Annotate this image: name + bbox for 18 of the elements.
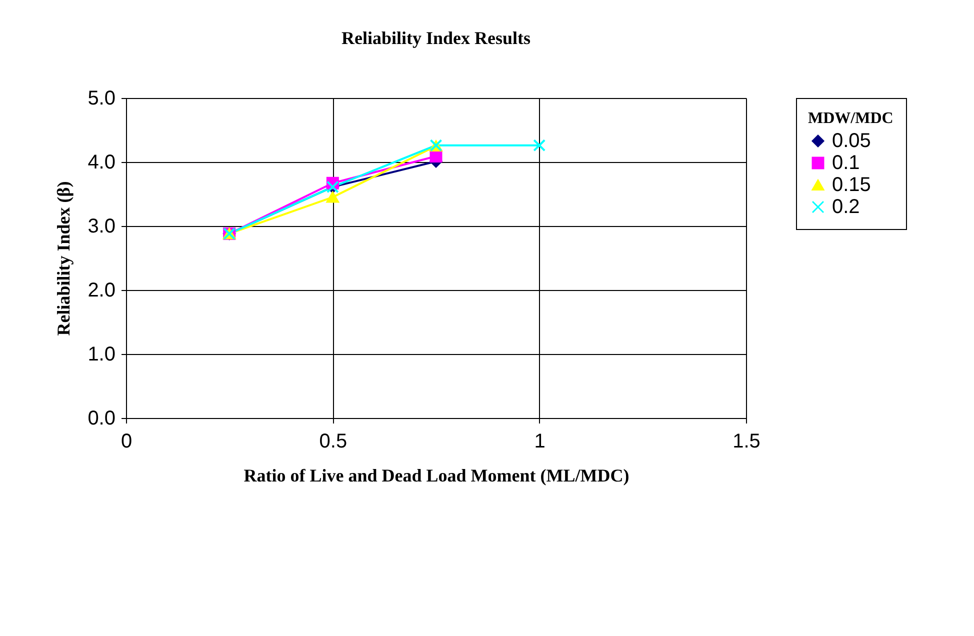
x-axis-title: Ratio of Live and Dead Load Moment (ML/MDC) (244, 466, 630, 486)
x-tick-label: 1 (534, 430, 546, 452)
y-tick-label: 5.0 (88, 88, 116, 110)
x-tick-label: 0.5 (319, 430, 348, 452)
legend-label: 0.15 (832, 174, 871, 196)
legend-label: 0.2 (832, 196, 860, 218)
x-tick-label: 1.5 (732, 430, 760, 452)
legend-label: 0.05 (832, 130, 871, 152)
y-tick-label: 0.0 (88, 408, 116, 430)
y-axis-title: Reliability Index (β) (54, 181, 74, 336)
chart-title: Reliability Index Results (341, 28, 531, 48)
legend-title: MDW/MDC (808, 110, 894, 127)
x-tick-label: 0 (120, 430, 132, 452)
legend-label: 0.1 (832, 152, 860, 174)
y-tick-label: 2.0 (88, 280, 116, 302)
y-tick-label: 1.0 (88, 344, 116, 366)
y-tick-label: 4.0 (88, 152, 116, 174)
y-tick-label: 3.0 (88, 216, 116, 238)
